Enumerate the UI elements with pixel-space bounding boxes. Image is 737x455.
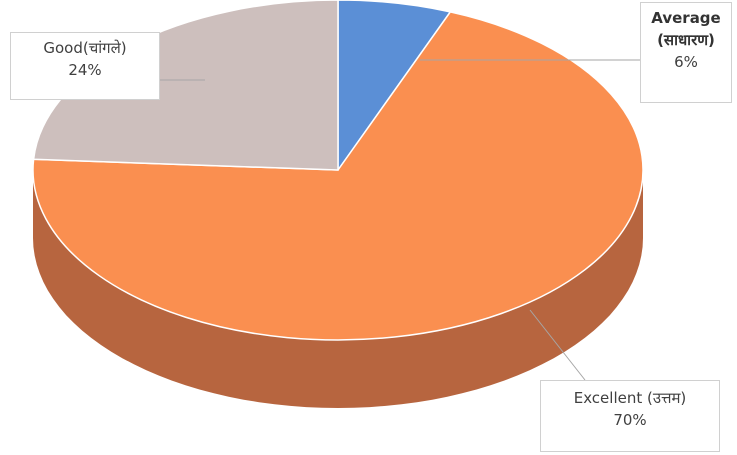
slice-label-excellent: Excellent (उत्तम) <box>573 389 687 407</box>
slice-excellent <box>32 11 644 341</box>
slice-side-excellent <box>33 170 643 408</box>
pie-sides <box>33 170 643 408</box>
slice-value-excellent: 70% <box>613 411 647 429</box>
slice-label-good: Good(चांगले) <box>43 39 127 57</box>
pie-top <box>32 0 644 341</box>
data-label-excellent: Excellent (उत्तम) 70% <box>540 380 720 452</box>
slice-value-good: 24% <box>68 61 102 79</box>
data-label-good: Good(चांगले) 24% <box>10 32 160 100</box>
slice-label-average-secondary: (साधारण) <box>657 31 715 49</box>
leader-lines <box>160 59 640 381</box>
data-label-average: Average (साधारण) 6% <box>640 2 732 103</box>
leader-line-excellent <box>529 309 586 381</box>
slice-label-average: Average <box>651 9 721 27</box>
slice-value-average: 6% <box>674 53 698 71</box>
